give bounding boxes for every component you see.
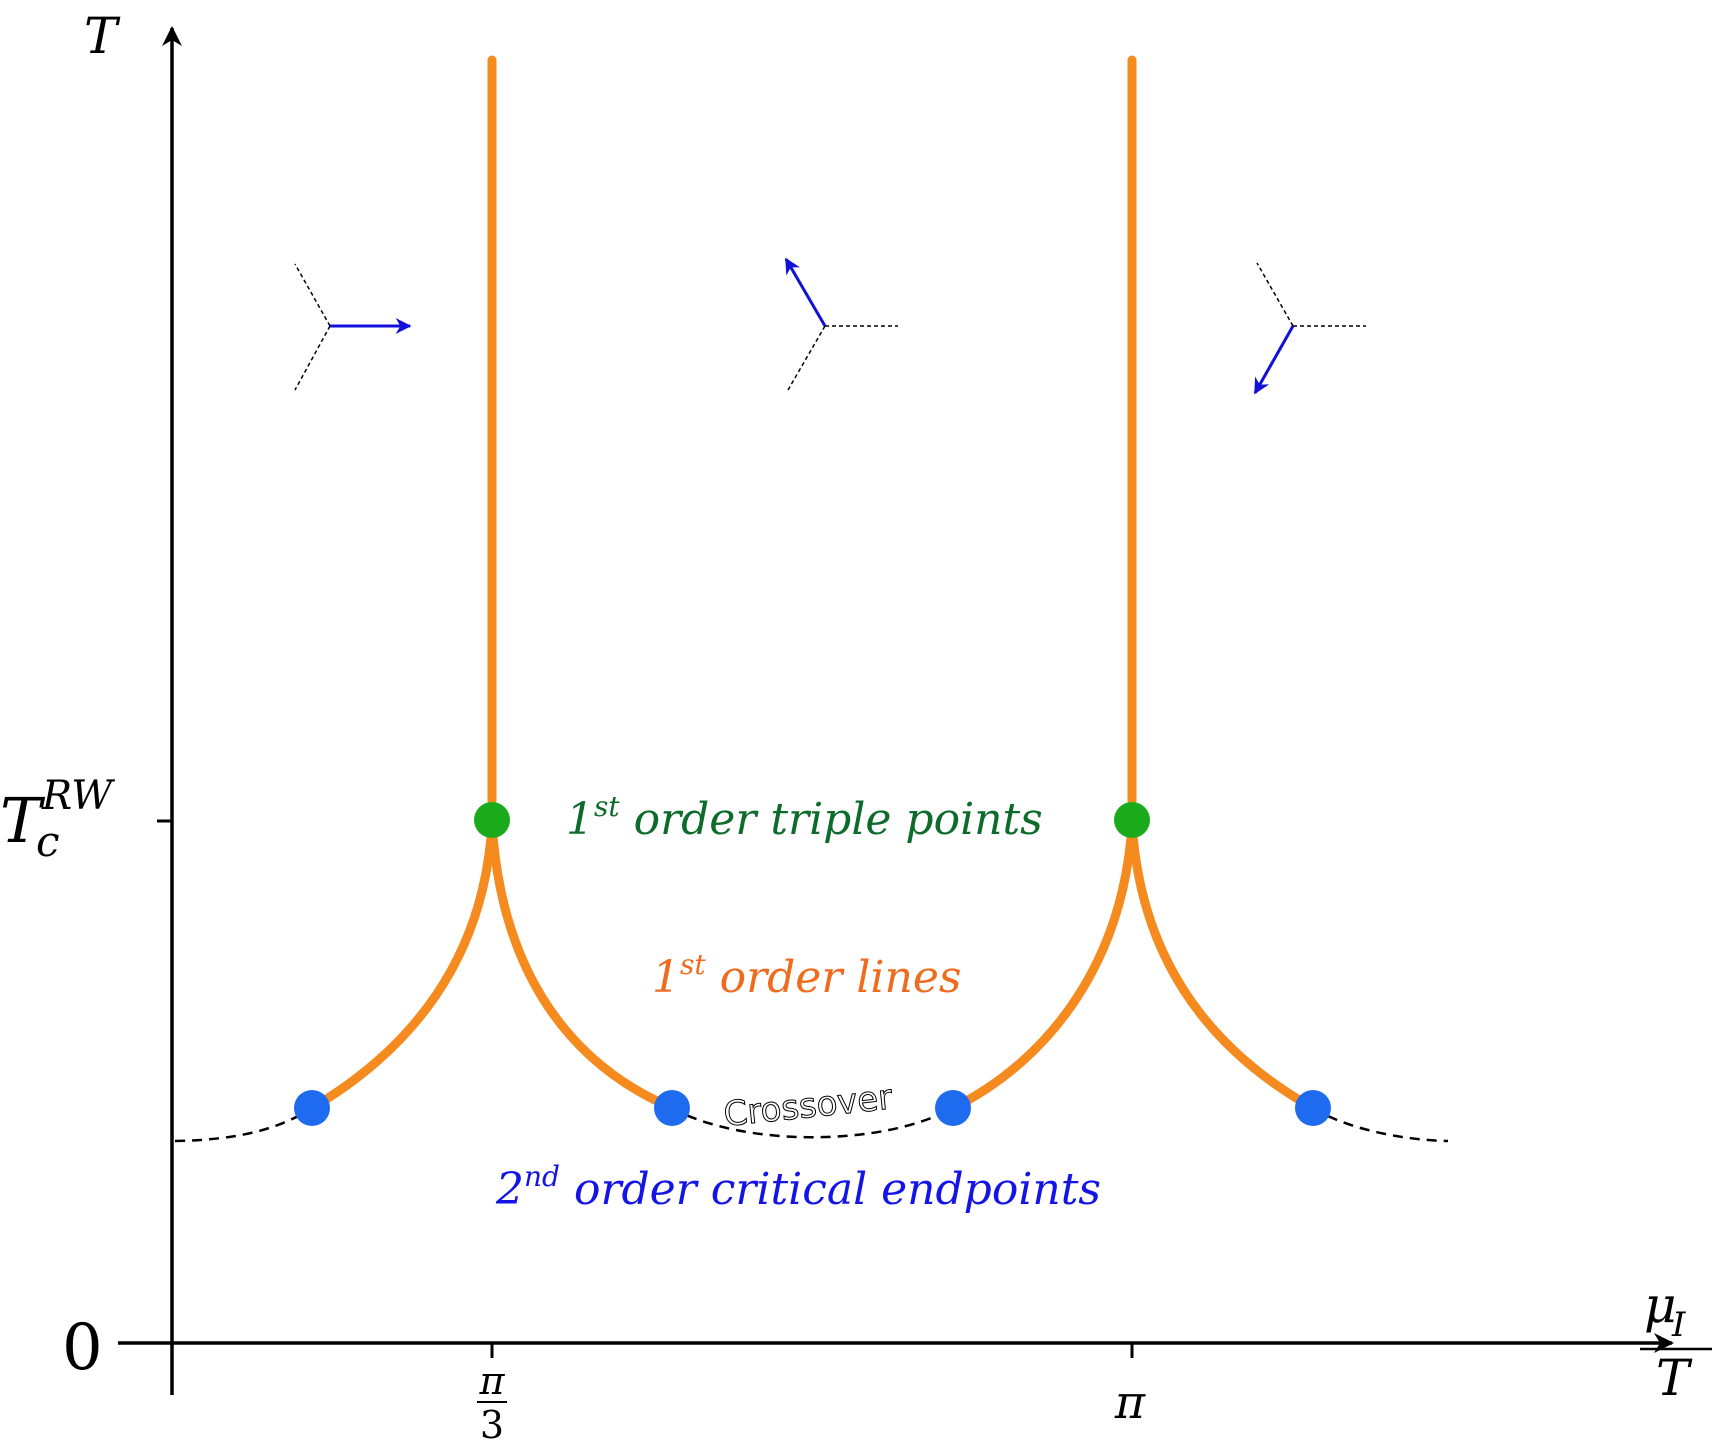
critical-endpoint-2 <box>654 1090 690 1126</box>
y-axis-label: T <box>84 7 121 65</box>
y-tick-label-rw-main: T <box>0 784 46 857</box>
y-tick-label-rw-superscript: RW <box>41 773 115 819</box>
critical-endpoint-3 <box>935 1090 971 1126</box>
x-tick-label-pi3: π 3 <box>477 1359 507 1443</box>
first-order-branch-1 <box>307 817 497 1113</box>
x-tick-label-pi: π <box>1114 1375 1146 1429</box>
x-axis-label-numerator: μ <box>1644 1276 1677 1334</box>
z3-vector-arrow-down-left-icon <box>1253 262 1366 395</box>
triple-point-right <box>1114 802 1150 838</box>
z3-vector-arrow-right-icon <box>294 263 412 391</box>
x-axis-label-denominator: T <box>1656 1349 1693 1407</box>
critical-endpoints-label: 2nd order critical endpoints <box>495 1160 1101 1215</box>
x-axis-label-subscript: I <box>1671 1305 1686 1345</box>
first-order-branch-3 <box>948 817 1137 1113</box>
x-tick-label-pi3-numerator: π <box>479 1359 506 1403</box>
triple-point-left <box>474 802 510 838</box>
crossover-label: Crossover <box>722 1078 894 1135</box>
first-order-lines-label: 1st order lines <box>652 948 961 1003</box>
triple-points-label: 1st order triple points <box>566 790 1043 845</box>
x-tick-label-pi3-denominator: 3 <box>480 1403 504 1443</box>
y-tick-label-rw-subscript: c <box>36 817 60 866</box>
critical-endpoint-4 <box>1295 1090 1331 1126</box>
x-axis-label: μ I T <box>1640 1276 1712 1407</box>
first-order-lines <box>307 55 1318 1113</box>
y-tick-label-origin: 0 <box>62 1311 103 1385</box>
y-tick-label-rw: T c RW <box>0 773 115 866</box>
first-order-branch-4 <box>1127 817 1318 1113</box>
crossover-curve-right <box>1312 1106 1449 1143</box>
first-order-branch-2 <box>487 817 677 1113</box>
critical-endpoint-1 <box>294 1090 330 1126</box>
crossover-curve-middle <box>671 1106 954 1139</box>
z3-vector-arrow-up-left-icon <box>784 257 898 391</box>
crossover-curve-left <box>174 1106 313 1143</box>
